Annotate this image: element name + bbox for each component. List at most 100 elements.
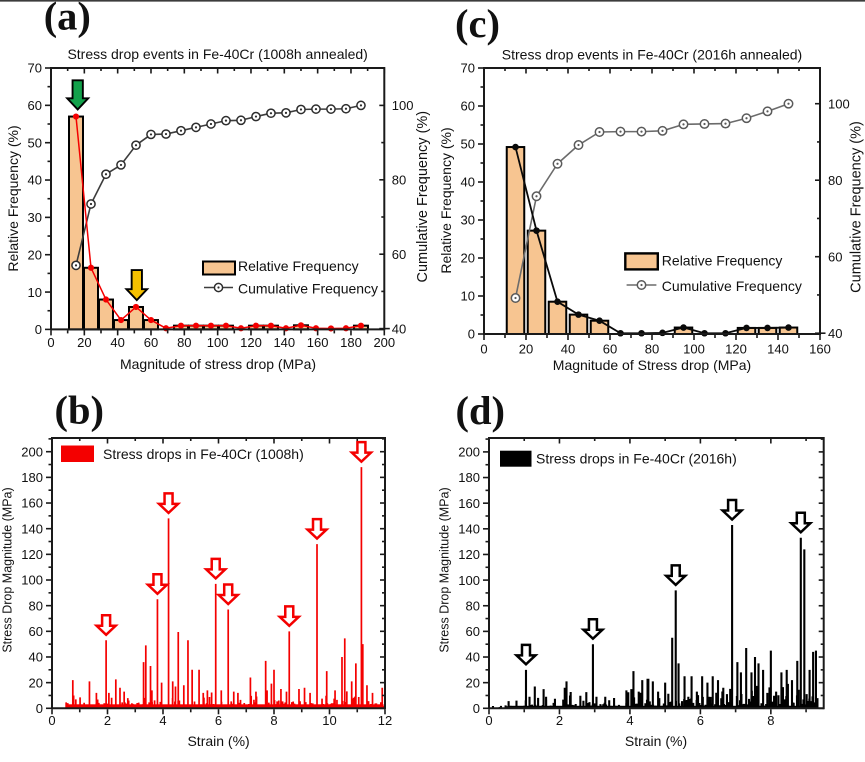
svg-text:30: 30 — [461, 213, 475, 228]
svg-text:20: 20 — [29, 675, 43, 690]
svg-text:Stress drop events in Fe-40Cr: Stress drop events in Fe-40Cr (2016h ann… — [502, 47, 802, 63]
svg-text:0: 0 — [36, 701, 43, 716]
svg-text:20: 20 — [77, 335, 91, 350]
svg-text:70: 70 — [28, 61, 42, 76]
svg-text:Stress drops in Fe-40Cr (2016h: Stress drops in Fe-40Cr (2016h) — [536, 451, 737, 467]
svg-text:Magnitude of stress drop (MPa): Magnitude of stress drop (MPa) — [120, 356, 316, 372]
svg-text:60: 60 — [461, 99, 475, 114]
svg-text:Stress drop events in Fe-40Cr: Stress drop events in Fe-40Cr (1008h ann… — [67, 46, 367, 62]
svg-text:80: 80 — [466, 598, 480, 613]
svg-text:60: 60 — [828, 249, 842, 264]
svg-text:20: 20 — [28, 247, 42, 262]
svg-text:20: 20 — [519, 342, 533, 357]
svg-text:80: 80 — [29, 598, 43, 613]
svg-text:200: 200 — [458, 445, 480, 460]
svg-text:Cumulative Frequency (%): Cumulative Frequency (%) — [848, 121, 864, 293]
svg-text:140: 140 — [767, 342, 789, 357]
svg-text:4: 4 — [626, 713, 633, 728]
svg-text:60: 60 — [466, 624, 480, 639]
svg-text:40: 40 — [561, 342, 575, 357]
svg-text:140: 140 — [458, 522, 480, 537]
svg-text:0: 0 — [468, 327, 475, 342]
svg-text:0: 0 — [480, 342, 487, 357]
svg-text:8: 8 — [767, 713, 774, 728]
svg-text:6: 6 — [697, 713, 704, 728]
svg-text:180: 180 — [458, 470, 480, 485]
svg-text:40: 40 — [461, 175, 475, 190]
svg-text:(b): (b) — [55, 388, 105, 433]
svg-text:40: 40 — [110, 335, 124, 350]
svg-text:Cumulative Frequency: Cumulative Frequency — [662, 278, 802, 294]
svg-text:100: 100 — [828, 96, 850, 111]
svg-text:200: 200 — [21, 444, 43, 459]
svg-text:0: 0 — [473, 701, 480, 716]
svg-text:160: 160 — [21, 496, 43, 511]
svg-text:2: 2 — [104, 713, 111, 728]
svg-text:Relative Frequency: Relative Frequency — [662, 253, 783, 269]
svg-text:50: 50 — [461, 137, 475, 152]
svg-text:30: 30 — [28, 210, 42, 225]
svg-text:100: 100 — [458, 573, 480, 588]
svg-text:120: 120 — [458, 547, 480, 562]
svg-text:70: 70 — [461, 61, 475, 76]
svg-text:60: 60 — [29, 624, 43, 639]
svg-text:4: 4 — [159, 713, 166, 728]
svg-text:Stress Drop Magnitude (MPa): Stress Drop Magnitude (MPa) — [1, 487, 15, 652]
svg-text:40: 40 — [29, 650, 43, 665]
svg-text:40: 40 — [28, 173, 42, 188]
svg-text:Magnitude of Stress drop (MPa): Magnitude of Stress drop (MPa) — [553, 357, 751, 373]
svg-text:Strain (%): Strain (%) — [187, 733, 249, 749]
svg-text:60: 60 — [28, 98, 42, 113]
svg-text:40: 40 — [466, 650, 480, 665]
svg-text:100: 100 — [21, 573, 43, 588]
svg-text:200: 200 — [373, 335, 395, 350]
svg-text:80: 80 — [392, 173, 406, 188]
svg-text:Strain (%): Strain (%) — [625, 733, 687, 749]
svg-text:140: 140 — [273, 335, 295, 350]
svg-text:Relative Frequency (%): Relative Frequency (%) — [438, 127, 454, 273]
svg-text:Stress drops in Fe-40Cr (1008h: Stress drops in Fe-40Cr (1008h) — [103, 446, 304, 462]
svg-text:140: 140 — [21, 521, 43, 536]
svg-text:8: 8 — [270, 713, 277, 728]
svg-text:20: 20 — [466, 675, 480, 690]
svg-text:120: 120 — [240, 335, 262, 350]
svg-text:40: 40 — [392, 321, 406, 336]
svg-text:Cumulative Frequency (%): Cumulative Frequency (%) — [415, 111, 431, 283]
svg-text:100: 100 — [207, 335, 229, 350]
svg-text:2: 2 — [556, 713, 563, 728]
svg-text:20: 20 — [461, 251, 475, 266]
svg-text:Stress Drop Magnitude (MPa): Stress Drop Magnitude (MPa) — [438, 487, 452, 652]
svg-text:0: 0 — [35, 322, 42, 337]
svg-text:100: 100 — [683, 342, 705, 357]
svg-text:120: 120 — [21, 547, 43, 562]
svg-text:120: 120 — [725, 342, 747, 357]
svg-text:80: 80 — [828, 173, 842, 188]
svg-text:6: 6 — [215, 713, 222, 728]
svg-text:180: 180 — [340, 335, 362, 350]
svg-text:40: 40 — [828, 326, 842, 341]
svg-text:10: 10 — [461, 289, 475, 304]
svg-text:50: 50 — [28, 135, 42, 150]
svg-text:12: 12 — [378, 713, 392, 728]
svg-text:160: 160 — [809, 342, 831, 357]
svg-text:180: 180 — [21, 470, 43, 485]
svg-text:80: 80 — [645, 342, 659, 357]
svg-text:160: 160 — [307, 335, 329, 350]
svg-text:10: 10 — [28, 285, 42, 300]
svg-text:60: 60 — [392, 247, 406, 262]
svg-text:Relative Frequency: Relative Frequency — [238, 258, 359, 274]
svg-text:80: 80 — [177, 335, 191, 350]
svg-text:Cumulative Frequency: Cumulative Frequency — [238, 281, 378, 297]
svg-text:60: 60 — [144, 335, 158, 350]
svg-text:100: 100 — [392, 98, 414, 113]
svg-text:10: 10 — [322, 713, 336, 728]
svg-text:Relative Frequency (%): Relative Frequency (%) — [5, 125, 21, 271]
svg-text:0: 0 — [47, 335, 54, 350]
svg-text:0: 0 — [485, 713, 492, 728]
svg-text:(d): (d) — [456, 388, 506, 433]
svg-text:(a): (a) — [44, 0, 91, 38]
svg-text:0: 0 — [48, 713, 55, 728]
svg-text:(c): (c) — [455, 1, 500, 46]
svg-text:60: 60 — [603, 342, 617, 357]
svg-text:160: 160 — [458, 496, 480, 511]
